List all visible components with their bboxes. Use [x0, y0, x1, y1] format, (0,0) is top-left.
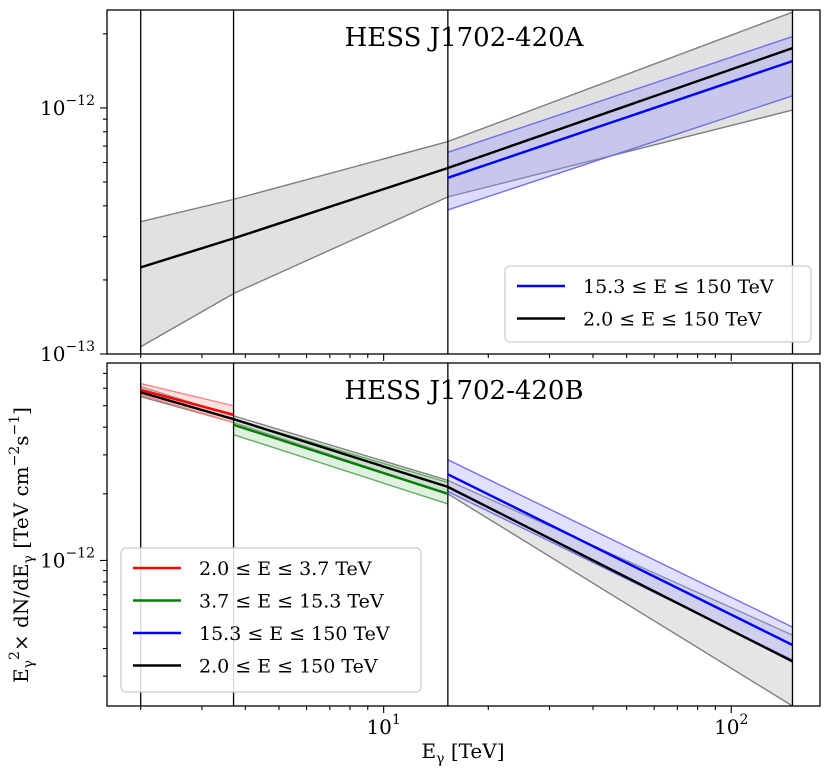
y-tick-label-exp: −13 — [65, 339, 95, 355]
bottom-title: HESS J1702-420B — [344, 376, 583, 406]
top-bands — [140, 11, 793, 348]
y-tick-label-exp: −12 — [65, 545, 95, 561]
y-axis-label-e: E — [9, 668, 33, 683]
top-lines — [140, 46, 793, 269]
x-tick-label: 102 — [714, 712, 748, 739]
legend-label-2p0-le-e-le-3p7-tev: 2.0 ≤ E ≤ 3.7 TeV — [199, 558, 372, 580]
y-axis-label: Eγ2× dN/dEγ [TeV cm−2s−1] — [7, 407, 37, 683]
series-line-15p3-le-e-le-150-tev — [447, 473, 794, 647]
y-tick-label: 10−13 — [40, 339, 95, 366]
x-tick-label-base: 10 — [366, 715, 391, 739]
legend-label-2p0-le-e-le-150-tev: 2.0 ≤ E ≤ 150 TeV — [583, 309, 762, 331]
bottom-legend: 2.0 ≤ E ≤ 3.7 TeV 3.7 ≤ E ≤ 15.3 TeV 15.3 … — [120, 547, 422, 693]
x-tick-label-base: 10 — [714, 715, 739, 739]
band-2p0-le-e-le-150-tev — [140, 12, 793, 347]
top-legend: 15.3 ≤ E ≤ 150 TeV 2.0 ≤ E ≤ 150 TeV — [504, 265, 812, 343]
x-tick-label: 101 — [366, 712, 400, 739]
band-edge-upper-2p0-le-e-le-150-tev — [140, 11, 793, 223]
y-axis-label-close: ] — [9, 407, 33, 415]
y-axis-label-group: Eγ2× dN/dEγ [TeV cm−2s−1] — [7, 407, 37, 683]
y-axis-label-sub: γ — [21, 660, 37, 668]
y-axis-label-unit-s: s — [9, 435, 33, 445]
y-tick-label-exp: −12 — [65, 93, 95, 109]
legend-label-15p3-le-e-le-150-tev: 15.3 ≤ E ≤ 150 TeV — [583, 276, 774, 298]
band-edge-lower-3p7-le-e-le-15p3-tev — [233, 434, 449, 505]
y-axis-label-unit-exp1: −2 — [7, 446, 23, 467]
y-tick-label-base: 10 — [40, 96, 65, 120]
x-tick-label-exp: 1 — [392, 712, 401, 728]
x-axis-label-base: E — [421, 739, 436, 763]
y-tick-label: 10−12 — [40, 545, 95, 572]
legend-box — [120, 547, 422, 693]
band-edge-lower-15p3-le-e-le-150-tev — [447, 95, 793, 211]
band-edge-upper-15p3-le-e-le-150-tev — [447, 459, 793, 628]
band-edge-upper-2p0-le-e-le-3p7-tev — [140, 382, 234, 407]
y-axis-label-unit: [TeV cm — [9, 466, 33, 555]
y-axis-label-unit-exp2: −1 — [7, 415, 23, 436]
band-3p7-le-e-le-15p3-tev — [233, 419, 448, 504]
y-tick-label: 10−12 — [40, 93, 95, 120]
bottom-axes-frame — [106, 362, 821, 707]
legend-label-2p0-le-e-le-150-tev: 2.0 ≤ E ≤ 150 TeV — [199, 656, 378, 678]
y-tick-label-base: 10 — [40, 548, 65, 572]
band-15p3-le-e-le-150-tev — [447, 36, 793, 210]
band-edge-lower-2p0-le-e-le-3p7-tev — [140, 394, 234, 424]
series-line-2p0-le-e-le-3p7-tev — [140, 388, 234, 416]
y-axis-label-mid: × dN/dE — [9, 564, 33, 652]
y-tick-label-base: 10 — [40, 342, 65, 366]
x-axis-label-sub: γ — [436, 751, 444, 767]
x-tick-label-exp: 2 — [740, 712, 749, 728]
x-axis-label-unit: [TeV] — [444, 739, 504, 763]
legend-label-15p3-le-e-le-150-tev: 15.3 ≤ E ≤ 150 TeV — [199, 623, 390, 645]
y-axis-label-sub2: γ — [21, 555, 37, 563]
top-title: HESS J1702-420A — [345, 23, 585, 53]
legend-label-3p7-le-e-le-15p3-tev: 3.7 ≤ E ≤ 15.3 TeV — [199, 591, 384, 613]
legend-box — [504, 265, 812, 343]
series-line-15p3-le-e-le-150-tev — [447, 59, 793, 179]
series-line-2p0-le-e-le-150-tev — [140, 46, 793, 269]
top-axes-frame — [106, 9, 821, 355]
band-edge-upper-15p3-le-e-le-150-tev — [447, 35, 793, 153]
bottom-lines — [140, 388, 794, 663]
series-line-3p7-le-e-le-15p3-tev — [233, 423, 449, 495]
series-line-2p0-le-e-le-150-tev — [140, 391, 794, 663]
y-axis-label-sup: 2 — [7, 651, 23, 660]
x-axis-label: Eγ [TeV] — [421, 739, 504, 767]
